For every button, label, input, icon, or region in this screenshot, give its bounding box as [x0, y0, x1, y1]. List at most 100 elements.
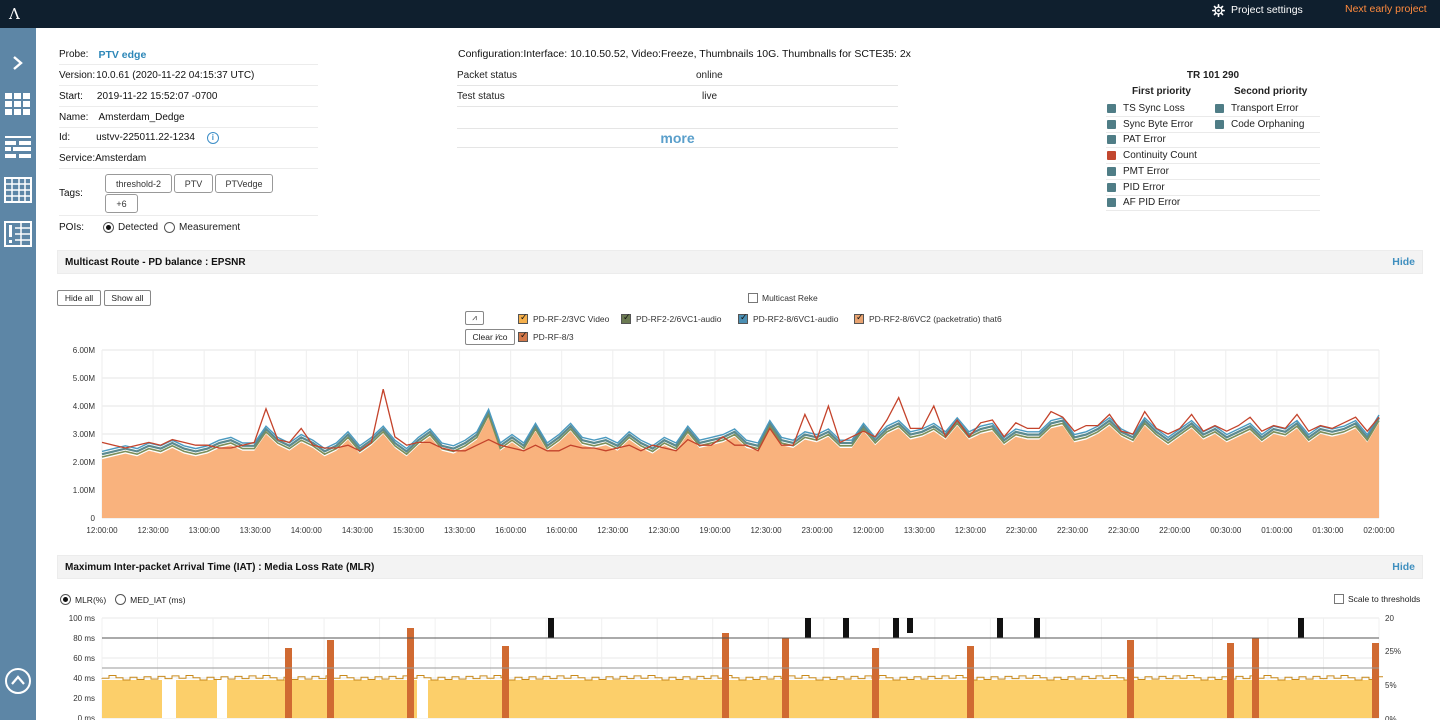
zoom-button[interactable]: ⩘	[465, 311, 484, 325]
tr-status-label: PMT Error	[1123, 165, 1169, 177]
second-priority-heading: Second priority	[1234, 86, 1308, 97]
med-iat-label: MED_IAT (ms)	[130, 594, 186, 605]
tag-chip[interactable]: threshold-2	[105, 174, 172, 193]
list-icon[interactable]	[0, 132, 36, 162]
legend-checkbox[interactable]	[621, 312, 631, 324]
tr-status-item[interactable]: PAT Error	[1107, 132, 1166, 147]
tr-status-item[interactable]: TS Sync Loss	[1107, 101, 1185, 116]
tr-status-item[interactable]: Sync Byte Error	[1107, 117, 1193, 132]
chevron-right-icon[interactable]	[0, 52, 36, 74]
legend-label: PD-RF2-8/6VC2 (packetratio) that6	[869, 314, 1002, 324]
x-tick-label: 19:00:00	[699, 526, 731, 535]
iat-spike-bar	[1252, 638, 1259, 718]
table-icon[interactable]	[0, 175, 36, 205]
x-tick-label: 22:30:00	[1006, 526, 1038, 535]
x-tick-label: 13:30:00	[444, 526, 476, 535]
tr-status-item[interactable]: AF PID Error	[1107, 195, 1180, 210]
hide-iat-link[interactable]: Hide	[1392, 561, 1415, 573]
multicast-reke-label: Multicast Reke	[762, 293, 818, 303]
data-gap	[417, 678, 428, 718]
legend-checkbox[interactable]	[518, 330, 528, 342]
name-label: Name:	[59, 112, 89, 123]
legend-item[interactable]: PD-RF-8/3	[518, 330, 574, 343]
x-tick-label: 14:00:00	[291, 526, 323, 535]
show-all-button[interactable]: Show all	[104, 290, 151, 306]
test-status-row: Test status live	[457, 87, 898, 107]
status-square-icon	[1107, 182, 1116, 192]
y2-tick-label: 0%	[1385, 715, 1397, 720]
scale-thresholds-toggle[interactable]: Scale to thresholds	[1334, 594, 1420, 604]
service-row: Service: Amsterdam	[59, 149, 318, 169]
legend-item[interactable]: PD-RF2-8/6VC1-audio	[738, 312, 839, 325]
tr-status-item[interactable]: PMT Error	[1107, 164, 1169, 179]
start-value: 2019-11-22 15:52:07 -0700	[96, 91, 218, 102]
loss-marker	[843, 618, 849, 638]
tr-status-item[interactable]: Code Orphaning	[1215, 117, 1304, 132]
legend-item[interactable]: PD-RF2-8/6VC2 (packetratio) that6	[854, 312, 1002, 325]
x-tick-label: 16:00:00	[546, 526, 578, 535]
pois-row: POIs: Detected Measurement	[59, 217, 318, 237]
legend-item[interactable]: PD-RF-2/3VC Video	[518, 312, 610, 325]
row-divider	[1106, 116, 1320, 117]
multicast-reke-toggle[interactable]: Multicast Reke	[748, 293, 818, 303]
multicast-chart[interactable]: 0 1.00M 2.00M 3.00M 4.00M 5.00M 6.00M 12:00:00 1…	[57, 343, 1397, 538]
clear-button[interactable]: Clear i∕co	[465, 329, 515, 345]
grid-icon[interactable]	[0, 90, 36, 118]
project-settings-label: Project settings	[1231, 4, 1303, 16]
multicast-section-title: Multicast Route - PD balance : EPSNR	[65, 256, 246, 268]
project-settings-link[interactable]: Project settings	[1212, 3, 1303, 17]
info-icon[interactable]: i	[206, 131, 219, 144]
legend-checkbox[interactable]	[854, 312, 864, 324]
legend-label: PD-RF-2/3VC Video	[533, 314, 610, 324]
y-tick-label: 6.00M	[73, 346, 96, 355]
tr-status-label: Continuity Count	[1123, 150, 1197, 162]
med-iat-radio[interactable]	[115, 594, 127, 605]
iat-chart[interactable]: 0 ms 20 ms 40 ms 60 ms 80 ms 100 ms 20 25% 5% 0%	[57, 610, 1440, 720]
mlr-radio[interactable]	[60, 594, 71, 605]
tr-status-item[interactable]: PID Error	[1107, 180, 1165, 195]
tag-chip[interactable]: PTVedge	[215, 174, 273, 193]
x-tick-label: 12:30:00	[648, 526, 680, 535]
detected-radio[interactable]	[103, 221, 115, 233]
hide-all-button[interactable]: Hide all	[57, 290, 101, 306]
status-square-icon	[1107, 198, 1116, 208]
more-link[interactable]: more	[457, 128, 898, 148]
multicast-section-header: Multicast Route - PD balance : EPSNR Hid…	[57, 250, 1423, 274]
iat-spike-bar	[1227, 643, 1234, 718]
probe-link[interactable]: PTV edge	[98, 48, 147, 61]
tag-more-chip[interactable]: +6	[105, 194, 138, 213]
scale-thresholds-checkbox[interactable]	[1334, 594, 1344, 604]
data-gap	[217, 678, 227, 718]
collapse-up-icon[interactable]	[0, 666, 36, 696]
version-value: 10.0.61 (2020-11-22 04:15:37 UTC)	[96, 70, 255, 81]
tag-chip[interactable]: PTV	[174, 174, 213, 193]
service-value: Amsterdam	[95, 153, 147, 164]
x-tick-label: 22:00:00	[1159, 526, 1191, 535]
pois-label: POIs:	[59, 221, 85, 233]
loss-marker	[1034, 618, 1040, 638]
id-row: Id: ustvv-225011.22-1234 i	[59, 128, 318, 148]
legend-item[interactable]: PD-RF2-2/6VC1-audio	[621, 312, 722, 325]
iat-spike-bar	[872, 648, 879, 718]
packet-status-row: Packet status online	[457, 66, 898, 86]
measurement-label: Measurement	[179, 221, 241, 233]
version-label: Version:	[59, 70, 96, 81]
iat-spike-bar	[782, 638, 789, 718]
status-square-icon	[1107, 135, 1116, 145]
multicast-reke-checkbox[interactable]	[748, 293, 758, 303]
next-early-project-link[interactable]: Next early project	[1345, 3, 1427, 15]
legend-label: PD-RF-8/3	[533, 332, 574, 342]
tr-status-item[interactable]: Transport Error	[1215, 101, 1298, 116]
y-tick-label: 2.00M	[73, 458, 96, 467]
app-logo[interactable]: Λ	[9, 5, 20, 23]
tr-status-item[interactable]: Continuity Count	[1107, 148, 1197, 163]
gear-icon	[1212, 3, 1225, 17]
alert-list-icon[interactable]	[0, 219, 36, 249]
series-area-video	[102, 417, 1379, 518]
hide-multicast-link[interactable]: Hide	[1392, 256, 1415, 268]
legend-checkbox[interactable]	[738, 312, 748, 324]
measurement-radio[interactable]	[164, 221, 176, 233]
x-tick-label: 12:30:00	[597, 526, 629, 535]
legend-checkbox[interactable]	[518, 312, 528, 324]
first-priority-heading: First priority	[1132, 86, 1191, 97]
